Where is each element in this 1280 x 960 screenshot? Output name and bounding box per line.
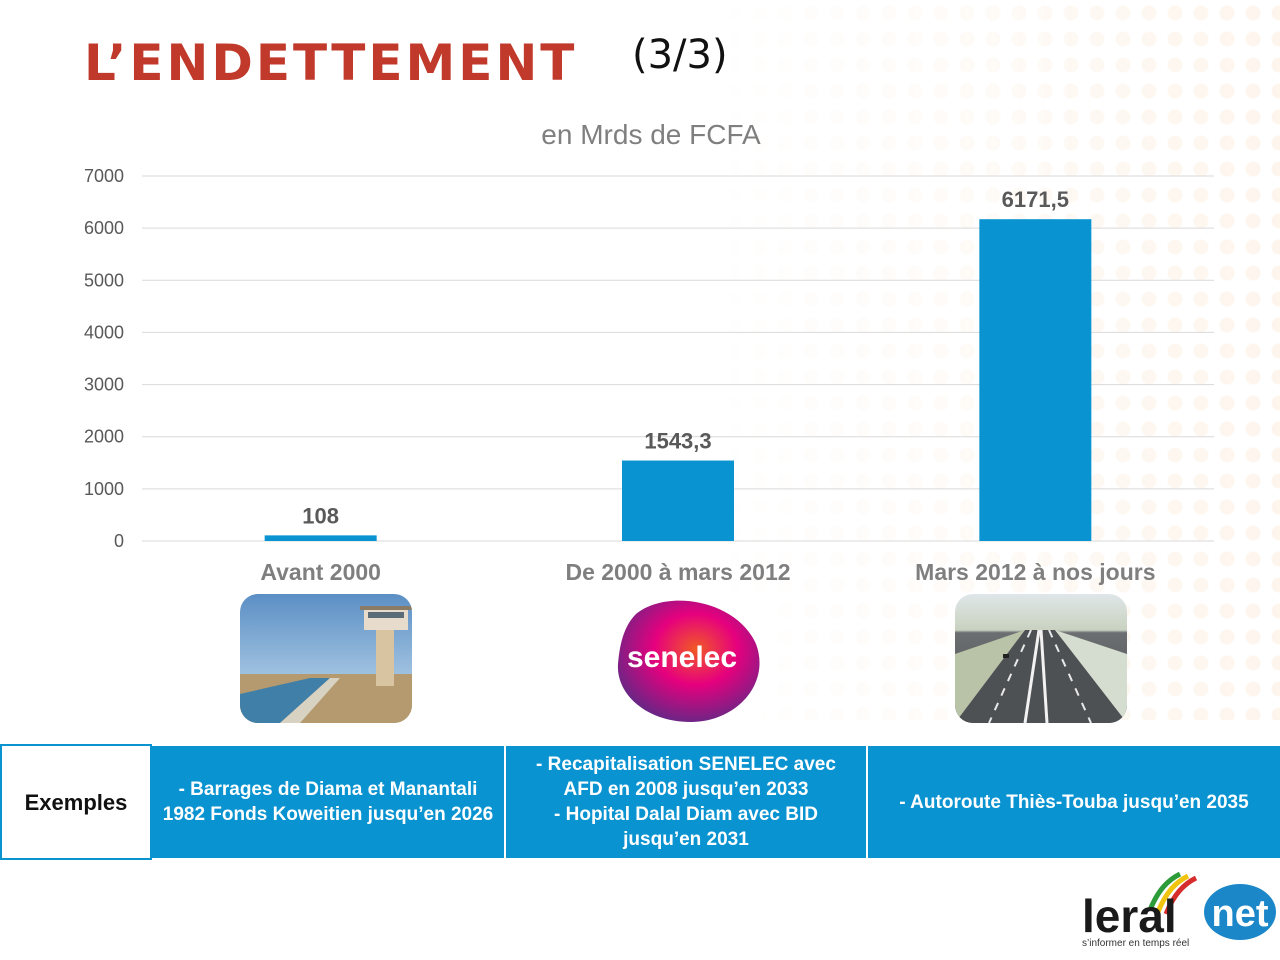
chart-title: en Mrds de FCFA xyxy=(541,119,761,150)
x-category-label: Mars 2012 à nos jours xyxy=(915,559,1155,585)
slide-title: L’ENDETTEMENT xyxy=(84,34,578,92)
bar-data-label: 108 xyxy=(302,503,339,528)
example-cell-2000-2012: - Recapitalisation SENELEC avec AFD en 2… xyxy=(504,744,868,860)
logo-brand-text: leral xyxy=(1082,890,1177,942)
x-category-label: Avant 2000 xyxy=(260,559,381,585)
example-cell-before-2000: - Barrages de Diama et Manantali 1982 Fo… xyxy=(150,744,506,860)
senelec-logo-image: senelec xyxy=(596,594,768,723)
y-tick-label: 5000 xyxy=(84,270,124,290)
logo-suffix-text: net xyxy=(1212,893,1269,935)
x-category-label: De 2000 à mars 2012 xyxy=(565,559,790,585)
bar-data-label: 1543,3 xyxy=(644,429,711,454)
bar xyxy=(979,219,1092,541)
bar xyxy=(264,535,377,541)
senelec-logo-text: senelec xyxy=(627,641,737,674)
y-tick-label: 6000 xyxy=(84,218,124,238)
bar xyxy=(622,460,734,541)
y-tick-label: 4000 xyxy=(84,322,124,342)
dam-photo xyxy=(240,594,412,723)
examples-header-cell: Exemples xyxy=(0,744,152,860)
highway-photo xyxy=(955,594,1127,723)
leral-net-logo: leral net s’informer en temps réel xyxy=(1080,870,1276,952)
y-tick-label: 0 xyxy=(114,531,124,551)
slide-title-suffix: (3/3) xyxy=(632,32,728,78)
example-cell-2012-present: - Autoroute Thiès-Touba jusqu’en 2035 xyxy=(866,744,1280,860)
logo-tagline: s’informer en temps réel xyxy=(1082,938,1189,949)
bar-data-label: 6171,5 xyxy=(1002,187,1069,212)
examples-table: Exemples - Barrages de Diama et Manantal… xyxy=(0,744,1280,860)
table-row: Exemples - Barrages de Diama et Manantal… xyxy=(0,744,1280,860)
y-tick-label: 7000 xyxy=(84,166,124,186)
y-tick-label: 2000 xyxy=(84,427,124,447)
bar-chart: en Mrds de FCFA 0 1000 2000 3000 4000 5000 6000… xyxy=(84,119,1214,585)
y-tick-label: 3000 xyxy=(84,375,124,395)
y-tick-label: 1000 xyxy=(84,479,124,499)
